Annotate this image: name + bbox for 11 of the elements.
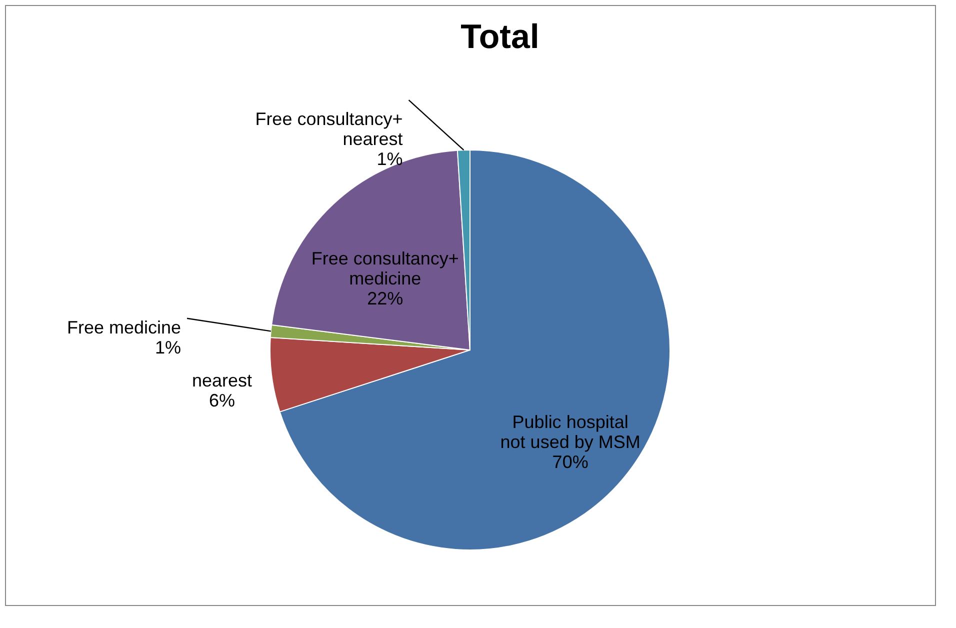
data-label: 6% [208, 390, 235, 410]
slice-label: nearest [192, 370, 252, 390]
data-label: 1% [155, 337, 182, 358]
chart-title: Total [460, 18, 540, 56]
data-label: 22% [367, 288, 404, 309]
data-label: 70% [552, 452, 588, 472]
slice-label: Free consultancy+ nearest [255, 109, 403, 150]
data-label: 1% [376, 149, 403, 170]
slice-label: Public hospital not used by MSM [500, 412, 640, 452]
slice-label: Free consultancy+ medicine [311, 248, 459, 289]
slice-label: Free medicine [66, 317, 182, 338]
